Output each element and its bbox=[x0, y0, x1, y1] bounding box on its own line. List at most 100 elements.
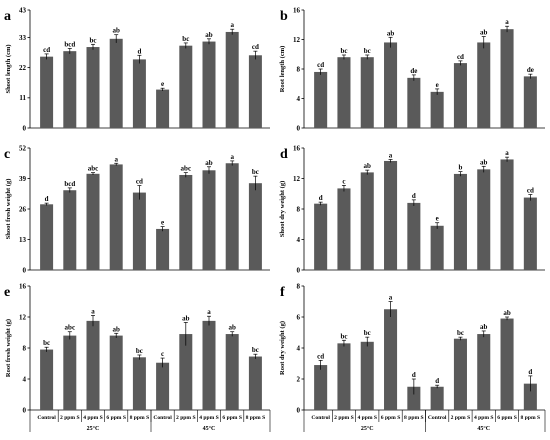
panel-f: f Root dry weight (g) 0 2 4 6 8 cd bc bc a d d bc ab ab… bbox=[279, 282, 546, 432]
bar bbox=[384, 160, 398, 270]
panel-a: a Shoot length (cm) 0 11 22 33 43 cd bcd bc ab d e bc… bbox=[4, 6, 270, 132]
bar bbox=[500, 318, 514, 410]
significance-letter: ab bbox=[480, 323, 488, 331]
significance-letter: ab bbox=[205, 159, 213, 167]
bar bbox=[314, 71, 328, 128]
bar bbox=[407, 386, 421, 410]
bar bbox=[337, 188, 351, 270]
significance-letter: a bbox=[505, 149, 509, 157]
bar bbox=[179, 45, 193, 128]
significance-letter: ab bbox=[480, 29, 488, 37]
significance-letter: cd bbox=[527, 187, 534, 195]
bar bbox=[63, 51, 77, 128]
group-label: 25°C bbox=[87, 425, 100, 432]
bar bbox=[156, 228, 170, 270]
x-category-label: Control bbox=[311, 415, 330, 421]
panel-letter: e bbox=[4, 285, 10, 300]
significance-letter: c bbox=[161, 350, 164, 358]
bar bbox=[407, 77, 421, 128]
bar bbox=[314, 365, 328, 410]
y-tick-label: 4 bbox=[297, 236, 301, 244]
bar bbox=[63, 335, 77, 410]
x-category-label: Control bbox=[153, 415, 172, 421]
bar bbox=[407, 202, 421, 270]
bar bbox=[384, 309, 398, 410]
group-label: 45°C bbox=[203, 425, 216, 432]
y-axis-label: Root dry weight (g) bbox=[279, 321, 286, 375]
bar bbox=[40, 204, 54, 270]
panel-letter: c bbox=[4, 147, 10, 162]
y-tick-label: 8 bbox=[297, 205, 301, 213]
x-category-label: 2 ppm S bbox=[176, 415, 196, 421]
y-tick-label: 26 bbox=[19, 205, 27, 213]
y-axis-label: Shoot dry weight (g) bbox=[279, 181, 286, 238]
significance-letter: bc bbox=[340, 332, 347, 340]
bar bbox=[430, 386, 444, 410]
significance-letter: ab bbox=[503, 309, 511, 317]
bar bbox=[132, 192, 146, 270]
panel-d: d Shoot dry weight (g) 0 4 8 12 16 d c ab a d e b ab a c… bbox=[279, 144, 545, 274]
bar bbox=[384, 42, 398, 129]
significance-letter: d bbox=[435, 377, 439, 385]
significance-letter: d bbox=[137, 47, 141, 55]
bar bbox=[86, 173, 100, 270]
significance-letter: bc bbox=[252, 346, 259, 354]
significance-letter: e bbox=[161, 80, 164, 88]
bar bbox=[314, 203, 328, 270]
x-category-label: 6 ppm S bbox=[381, 415, 401, 421]
significance-letter: cd bbox=[317, 61, 324, 69]
significance-letter: abc bbox=[181, 165, 192, 173]
x-category-label: 6 ppm S bbox=[497, 415, 517, 421]
significance-letter: cd bbox=[252, 43, 259, 51]
significance-letter: a bbox=[114, 155, 118, 163]
significance-letter: bc bbox=[90, 36, 97, 44]
y-tick-label: 0 bbox=[23, 406, 27, 414]
y-tick-label: 0 bbox=[23, 266, 27, 274]
y-tick-label: 11 bbox=[19, 94, 26, 102]
significance-letter: e bbox=[436, 81, 439, 89]
significance-letter: de bbox=[527, 66, 534, 74]
significance-letter: e bbox=[436, 215, 439, 223]
y-tick-label: 4 bbox=[297, 344, 301, 352]
bar bbox=[248, 183, 262, 270]
significance-letter: bc bbox=[340, 47, 347, 55]
y-tick-label: 8 bbox=[297, 282, 301, 290]
y-tick-label: 4 bbox=[23, 375, 27, 383]
bar bbox=[109, 335, 123, 410]
significance-letter: ab bbox=[387, 29, 395, 37]
bar bbox=[86, 47, 100, 129]
x-category-label: 4 ppm S bbox=[357, 415, 377, 421]
x-category-label: 8 ppm S bbox=[404, 415, 424, 421]
significance-letter: d bbox=[412, 371, 416, 379]
bar bbox=[430, 91, 444, 128]
panel-letter: a bbox=[4, 9, 11, 24]
y-tick-label: 52 bbox=[19, 144, 27, 152]
significance-letter: d bbox=[412, 192, 416, 200]
significance-letter: bcd bbox=[64, 180, 75, 188]
y-axis-label: Root fresh weight (g) bbox=[5, 319, 12, 377]
y-tick-label: 8 bbox=[23, 344, 27, 352]
y-tick-label: 16 bbox=[19, 282, 27, 290]
bar bbox=[523, 197, 537, 270]
significance-letter: ab bbox=[228, 324, 236, 332]
y-tick-label: 0 bbox=[297, 406, 301, 414]
y-axis-label: Root length (cm) bbox=[279, 46, 286, 93]
y-axis-label: Shoot length (cm) bbox=[5, 44, 12, 93]
bar bbox=[477, 42, 491, 129]
y-tick-label: 13 bbox=[19, 236, 27, 244]
x-category-label: Control bbox=[428, 415, 447, 421]
y-tick-label: 16 bbox=[293, 144, 301, 152]
significance-letter: abc bbox=[65, 324, 76, 332]
significance-letter: de bbox=[410, 67, 417, 75]
significance-letter: bc bbox=[364, 329, 371, 337]
significance-letter: bc bbox=[182, 35, 189, 43]
x-category-label: 6 ppm S bbox=[222, 415, 242, 421]
y-tick-label: 39 bbox=[19, 175, 27, 183]
y-tick-label: 8 bbox=[297, 65, 301, 73]
significance-letter: b bbox=[458, 164, 462, 172]
bar bbox=[453, 173, 467, 270]
x-category-label: 4 ppm S bbox=[83, 415, 103, 421]
significance-letter: ab bbox=[112, 325, 120, 333]
y-tick-label: 0 bbox=[297, 266, 301, 274]
bar bbox=[179, 174, 193, 270]
